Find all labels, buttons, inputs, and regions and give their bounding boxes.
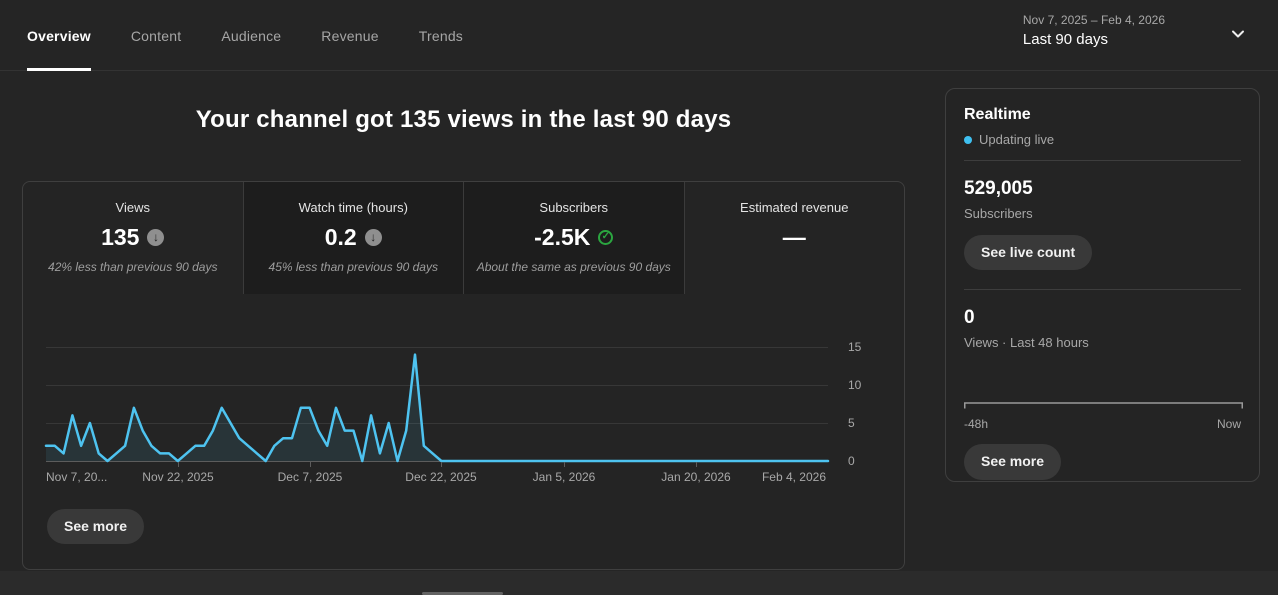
x-axis-label: Dec 22, 2025	[405, 470, 477, 484]
analytics-tabs: Overview Content Audience Revenue Trends	[27, 0, 463, 71]
horizontal-scrollbar-thumb[interactable]	[422, 592, 503, 595]
date-range-text: Nov 7, 2025 – Feb 4, 2026	[1022, 13, 1165, 27]
realtime-subscribers-label: Subscribers	[964, 206, 1033, 221]
tab-trends[interactable]: Trends	[419, 0, 463, 71]
realtime-title: Realtime	[964, 106, 1031, 123]
tab-content-label: Content	[130, 27, 182, 44]
x-axis-label: Jan 20, 2026	[661, 470, 731, 484]
metric-tab-views[interactable]: Views 135 ↓ 42% less than previous 90 da…	[23, 182, 243, 294]
realtime-views-value: 0	[964, 307, 975, 329]
tab-audience-label: Audience	[221, 27, 282, 44]
metric-value: 135	[101, 223, 140, 250]
realtime-views-label: Views · Last 48 hours	[964, 335, 1089, 351]
sparkline-axis-end: Now	[1216, 417, 1241, 432]
metric-note: 45% less than previous 90 days	[268, 260, 438, 274]
active-tab-underline	[27, 68, 91, 71]
metric-label: Subscribers	[539, 200, 609, 215]
gridline-10	[46, 385, 828, 386]
see-more-button[interactable]: See more	[47, 509, 145, 545]
live-dot-icon	[964, 135, 972, 144]
y-axis-tick: 0	[848, 454, 855, 468]
realtime-sparkline	[964, 402, 1243, 409]
top-navigation-bar: Overview Content Audience Revenue Trends…	[0, 0, 1278, 71]
realtime-status: Updating live	[979, 132, 1055, 147]
tab-audience[interactable]: Audience	[221, 0, 281, 71]
x-axis-tickmark	[178, 462, 179, 467]
divider	[964, 289, 1241, 291]
chart-area-fill	[46, 354, 828, 461]
metric-note: About the same as previous 90 days	[476, 260, 671, 274]
x-axis-label: Feb 4, 2026	[761, 470, 826, 484]
x-axis-line	[46, 461, 828, 462]
tab-overview[interactable]: Overview	[27, 0, 91, 71]
x-axis-tickmark	[441, 462, 442, 467]
y-axis-tick: 10	[848, 378, 862, 392]
metric-note: 42% less than previous 90 days	[48, 260, 218, 274]
next-section-edge	[0, 571, 1278, 595]
tab-trends-label: Trends	[418, 27, 464, 44]
y-axis-tick: 15	[848, 340, 862, 354]
see-live-count-button[interactable]: See live count	[964, 235, 1093, 271]
metric-tab-subscribers[interactable]: Subscribers -2.5K ✓ About the same as pr…	[463, 182, 684, 294]
realtime-subscribers-count: 529,005	[964, 178, 1033, 199]
divider	[964, 160, 1241, 161]
tab-revenue[interactable]: Revenue	[321, 0, 378, 71]
y-axis-tick: 5	[848, 416, 855, 430]
metric-label: Watch time (hours)	[298, 200, 408, 215]
x-axis-label: Dec 7, 2025	[277, 470, 343, 484]
metric-value: -2.5K	[534, 223, 591, 250]
gridline-5	[46, 423, 828, 424]
chart-line	[44, 353, 830, 463]
metric-label: Views	[115, 200, 150, 215]
gridline-15	[46, 347, 828, 348]
x-axis-label: Nov 22, 2025	[142, 470, 214, 484]
metric-tabs: Views 135 ↓ 42% less than previous 90 da…	[23, 182, 904, 294]
metric-value: 0.2	[324, 223, 357, 250]
x-axis-label: Jan 5, 2026	[532, 470, 596, 484]
down-arrow-icon: ↓	[147, 228, 165, 246]
chevron-down-icon[interactable]	[1228, 24, 1248, 44]
x-axis-tickmark	[696, 462, 697, 467]
page-title: Your channel got 135 views in the last 9…	[195, 106, 732, 133]
realtime-card: Realtime Updating live 529,005 Subscribe…	[945, 88, 1260, 482]
views-line-chart[interactable]	[44, 347, 830, 463]
tab-revenue-label: Revenue	[321, 27, 379, 44]
x-axis-tickmark	[564, 462, 565, 467]
tab-content[interactable]: Content	[131, 0, 181, 71]
date-range-selector[interactable]: Nov 7, 2025 – Feb 4, 2026 Last 90 days	[1023, 13, 1165, 48]
green-check-icon: ✓	[598, 229, 614, 245]
x-axis-label: Nov 7, 20...	[46, 470, 108, 484]
metric-tab-watch-time[interactable]: Watch time (hours) 0.2 ↓ 45% less than p…	[242, 182, 463, 294]
metric-value: —	[782, 223, 806, 250]
metric-tab-estimated-revenue[interactable]: Estimated revenue —	[683, 182, 905, 294]
realtime-see-more-button[interactable]: See more	[964, 444, 1062, 480]
metric-label: Estimated revenue	[740, 200, 849, 215]
date-preset-text: Last 90 days	[1022, 31, 1108, 48]
down-arrow-icon: ↓	[364, 228, 382, 246]
tab-overview-label: Overview	[27, 27, 91, 44]
analytics-card: Views 135 ↓ 42% less than previous 90 da…	[22, 181, 905, 570]
x-axis-tickmark	[310, 462, 311, 467]
sparkline-axis-start: -48h	[964, 417, 989, 432]
